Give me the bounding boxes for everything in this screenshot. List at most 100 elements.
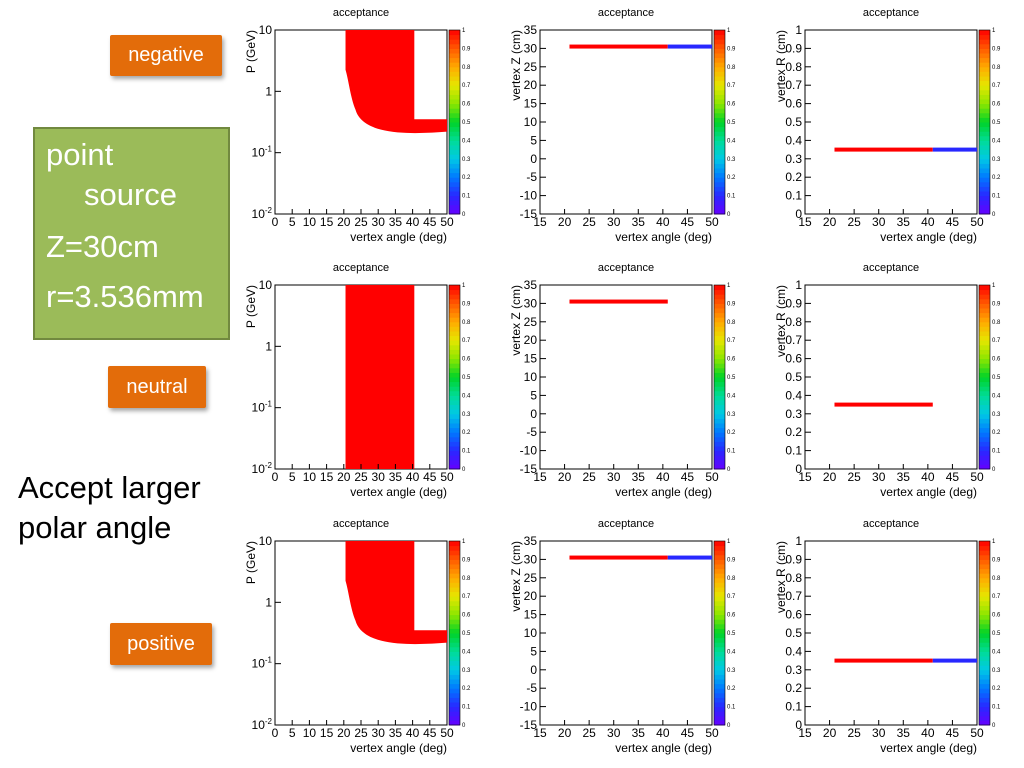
x-tick-label: 35 — [897, 726, 911, 740]
y-tick-label: 0.4 — [785, 644, 802, 658]
colorbar-cell — [449, 697, 460, 703]
colorbar-cell — [714, 550, 725, 556]
colorbar-cell — [449, 349, 460, 355]
chart-negative-momentum: 0 5 10 15 20 25 30 35 40 45 5010-210-1110acceptanc… — [244, 7, 471, 244]
colorbar-cell — [979, 326, 990, 332]
x-tick-label: 40 — [656, 726, 670, 740]
y-axis-label: vertex Z (cm) — [509, 285, 523, 356]
colorbar-cell — [979, 145, 990, 151]
colorbar-cell — [714, 209, 725, 215]
colorbar-cell — [979, 554, 990, 560]
colorbar-cell — [979, 665, 990, 671]
colorbar-cell — [449, 455, 460, 461]
y-tick-label: 25 — [524, 315, 538, 329]
colorbar-cell — [449, 71, 460, 77]
note-line-1: Accept larger — [18, 470, 201, 505]
colorbar-cell — [714, 186, 725, 192]
y-tick-label: 1 — [795, 23, 802, 37]
colorbar-tick-label: 1 — [727, 539, 731, 545]
chart-title: acceptance — [598, 7, 654, 19]
colorbar-cell — [449, 308, 460, 314]
colorbar-cell — [714, 85, 725, 91]
colorbar-cell — [714, 367, 725, 373]
colorbar-cell — [449, 112, 460, 118]
colorbar-cell — [714, 195, 725, 201]
colorbar-cell — [714, 455, 725, 461]
y-tick-label: 10-1 — [252, 400, 273, 415]
colorbar-tick-label: 0.1 — [992, 449, 1001, 455]
colorbar-cell — [714, 285, 725, 291]
colorbar-cell — [979, 289, 990, 295]
colorbar-cell — [979, 381, 990, 387]
colorbar-cell — [714, 335, 725, 341]
colorbar-cell — [714, 679, 725, 685]
colorbar-cell — [979, 367, 990, 373]
y-tick-label: 20 — [524, 333, 538, 347]
colorbar-cell — [449, 665, 460, 671]
y-tick-label: 5 — [530, 388, 537, 402]
colorbar-cell — [449, 573, 460, 579]
y-tick-label: 10-2 — [252, 461, 273, 476]
y-tick-label: 0.6 — [785, 352, 802, 366]
colorbar-tick-label: 0.5 — [727, 120, 736, 126]
colorbar-cell — [714, 204, 725, 210]
y-tick-label: 0.7 — [785, 78, 802, 92]
y-tick-label: 0.4 — [785, 133, 802, 147]
y-tick-label: 35 — [524, 278, 538, 292]
colorbar-cell — [979, 697, 990, 703]
y-tick-label: 0.6 — [785, 608, 802, 622]
colorbar-cell — [979, 62, 990, 68]
colorbar-cell — [979, 409, 990, 415]
colorbar-cell — [449, 692, 460, 698]
colorbar-cell — [714, 587, 725, 593]
colorbar-cell — [714, 669, 725, 675]
colorbar-tick-label: 0.3 — [727, 668, 736, 674]
colorbar-cell — [979, 568, 990, 574]
colorbar-cell — [979, 358, 990, 364]
x-tick-label: 25 — [354, 215, 368, 229]
chart-neutral-vertex-r: 15 20 25 30 35 40 45 50 0 0.1 0.2 0.3 0.4 0.5 0.6 0.7 0.… — [774, 262, 1001, 499]
colorbar-tick-label: 0 — [462, 212, 466, 218]
colorbar-cell — [979, 53, 990, 59]
colorbar-tick-label: 0.3 — [992, 668, 1001, 674]
y-tick-label: -15 — [520, 462, 538, 476]
colorbar-tick-label: 0.1 — [992, 705, 1001, 711]
x-tick-label: 15 — [798, 215, 812, 229]
colorbar-cell — [714, 702, 725, 708]
colorbar-cell — [979, 596, 990, 602]
x-tick-label: 35 — [632, 726, 646, 740]
colorbar-tick-label: 0.5 — [462, 631, 471, 637]
colorbar-cell — [979, 706, 990, 712]
x-tick-label: 10 — [303, 215, 317, 229]
colorbar-cell — [714, 154, 725, 160]
colorbar-tick-label: 0.9 — [462, 301, 471, 307]
x-tick-label: 30 — [872, 726, 886, 740]
colorbar-tick-label: 0.6 — [462, 357, 471, 363]
colorbar-cell — [449, 568, 460, 574]
x-axis-label: vertex angle (deg) — [615, 230, 712, 244]
chart-neutral-momentum: 0 5 10 15 20 25 30 35 40 45 5010-210-1110acceptanc… — [244, 262, 471, 499]
colorbar-cell — [979, 577, 990, 583]
colorbar-tick-label: 0.7 — [727, 83, 736, 89]
colorbar-cell — [714, 76, 725, 82]
colorbar-cell — [449, 674, 460, 680]
colorbar-cell — [979, 395, 990, 401]
y-axis-label: P (GeV) — [244, 541, 258, 584]
colorbar-cell — [714, 683, 725, 689]
colorbar-cell — [979, 80, 990, 86]
y-axis-label: vertex Z (cm) — [509, 30, 523, 101]
x-tick-label: 25 — [847, 726, 861, 740]
source-line-3: Z=30cm — [46, 229, 159, 264]
colorbar-cell — [714, 135, 725, 141]
x-tick-label: 35 — [389, 470, 403, 484]
colorbar-cell — [714, 303, 725, 309]
colorbar-cell — [714, 372, 725, 378]
colorbar-cell — [449, 344, 460, 350]
colorbar-frame — [978, 540, 991, 726]
colorbar-cell — [449, 683, 460, 689]
colorbar-tick-label: 0.4 — [727, 393, 736, 399]
y-tick-label: 0.4 — [785, 388, 802, 402]
colorbar-cell — [979, 432, 990, 438]
y-tick-label: 0 — [530, 152, 537, 166]
colorbar-cell — [449, 660, 460, 666]
